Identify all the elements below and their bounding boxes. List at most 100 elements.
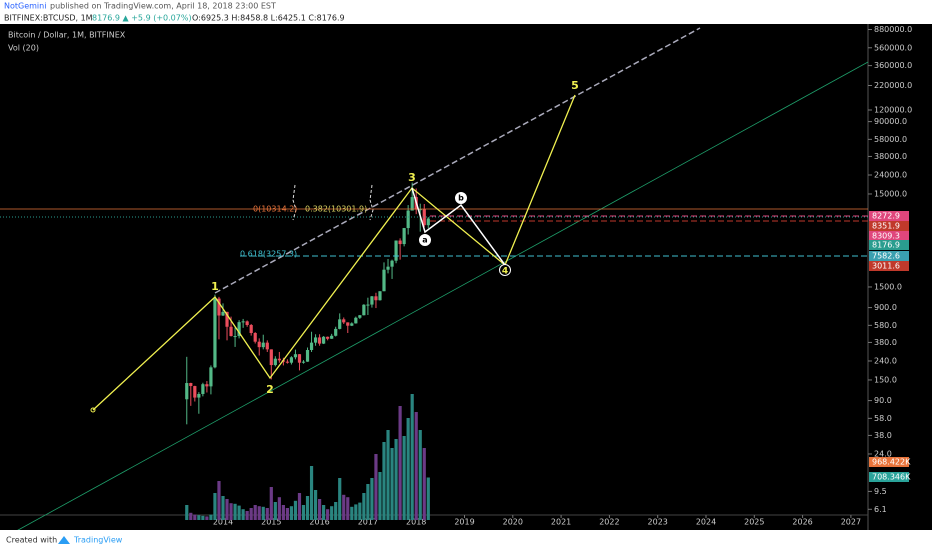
candle-body bbox=[201, 384, 205, 394]
logo bbox=[58, 536, 70, 544]
volume-bar bbox=[205, 516, 209, 520]
channel-lower bbox=[0, 61, 869, 541]
candle-body bbox=[378, 291, 382, 301]
candle-body bbox=[221, 311, 225, 316]
abc-label: b bbox=[458, 194, 464, 203]
volume-bar bbox=[398, 406, 402, 520]
y-tick-label: 90.0 bbox=[874, 396, 892, 405]
candle-body bbox=[245, 321, 249, 325]
volume-bar bbox=[233, 503, 237, 520]
volume-bar bbox=[225, 499, 229, 520]
candle-body bbox=[334, 328, 338, 336]
volume-bar bbox=[213, 493, 217, 520]
price-badge-label: 8309.3 bbox=[872, 232, 900, 241]
volume-bar bbox=[193, 514, 197, 520]
candle-body bbox=[394, 240, 398, 261]
y-tick-label: 38.0 bbox=[874, 431, 892, 440]
price-badge bbox=[869, 472, 909, 482]
volume-bar bbox=[362, 493, 366, 520]
y-tick-label: 1500.0 bbox=[874, 282, 902, 291]
volume-bar bbox=[257, 506, 261, 520]
candle-body bbox=[309, 342, 314, 350]
volume-bar bbox=[366, 484, 370, 520]
candle-body bbox=[402, 228, 406, 245]
volume-bar bbox=[342, 494, 346, 520]
candle-body bbox=[285, 361, 289, 363]
candle-body bbox=[342, 319, 346, 323]
candle-body bbox=[386, 266, 390, 270]
candle-body bbox=[229, 326, 233, 337]
volume-bar bbox=[414, 412, 418, 520]
volume-bar bbox=[249, 508, 253, 520]
volume-bar bbox=[265, 508, 269, 520]
candle-body bbox=[410, 197, 414, 211]
y-tick-label: 9.5 bbox=[874, 487, 887, 496]
volume-bar bbox=[269, 487, 273, 520]
candle-body bbox=[418, 209, 422, 211]
candle-body bbox=[297, 354, 302, 363]
volume-bar bbox=[281, 505, 285, 520]
y-tick-label: 90000.0 bbox=[874, 117, 907, 126]
price-badge bbox=[869, 231, 909, 241]
wave-label: 4 bbox=[502, 267, 508, 277]
volume-bar bbox=[326, 509, 330, 520]
candle-body bbox=[185, 383, 189, 400]
candle-body bbox=[318, 337, 322, 344]
volume-bar bbox=[289, 506, 294, 520]
published: published on TradingView.com, April 18, … bbox=[50, 2, 276, 11]
volume-bar bbox=[253, 505, 257, 520]
candle-body bbox=[193, 386, 197, 398]
candle-body bbox=[249, 324, 253, 333]
x-tick-label: 2015 bbox=[261, 518, 281, 527]
volume-bar bbox=[378, 472, 382, 520]
y-tick-label: 380.0 bbox=[874, 338, 897, 347]
candle-body bbox=[213, 298, 217, 368]
chart-bg bbox=[0, 24, 932, 530]
volume-bar bbox=[301, 505, 306, 520]
candle-body bbox=[350, 323, 354, 326]
author[interactable]: NotGemini bbox=[4, 2, 46, 11]
price-badge-label: 8272.9 bbox=[872, 212, 900, 221]
abc-label: a bbox=[422, 236, 427, 245]
y-tick-label: 150.0 bbox=[874, 375, 897, 384]
volume-bar bbox=[394, 439, 398, 520]
y-tick-label: 58000.0 bbox=[874, 135, 907, 144]
volume-bar bbox=[209, 514, 213, 520]
candle-body bbox=[197, 393, 201, 398]
y-tick-label: 560000.0 bbox=[874, 43, 912, 52]
x-tick-label: 2024 bbox=[696, 518, 716, 527]
volume-bar bbox=[201, 515, 205, 520]
price-badge bbox=[869, 240, 909, 250]
chart-title: Bitcoin / Dollar, 1M, BITFINEX bbox=[8, 31, 126, 40]
volume-bar bbox=[346, 497, 350, 520]
candle-body bbox=[189, 383, 193, 387]
candle-body bbox=[233, 336, 237, 338]
y-tick-label: 360000.0 bbox=[874, 61, 912, 70]
volume-bar bbox=[277, 497, 281, 520]
wave-circle bbox=[499, 264, 511, 276]
x-tick-label: 2026 bbox=[792, 518, 812, 527]
volume-bar bbox=[229, 503, 233, 520]
volume-bar bbox=[245, 511, 249, 520]
volume-bar bbox=[185, 505, 189, 520]
footer-brand[interactable]: TradingView bbox=[73, 536, 123, 545]
volume-bar bbox=[309, 466, 314, 520]
y-tick-label: 240.0 bbox=[874, 356, 897, 365]
footer-bg bbox=[0, 530, 932, 550]
wave-label: 5 bbox=[571, 79, 579, 92]
volume-bar bbox=[241, 509, 245, 520]
fib-label: 0.382(10301.9) bbox=[305, 205, 367, 214]
candle-body bbox=[241, 321, 245, 323]
volume-bar bbox=[374, 454, 378, 520]
volume-bar bbox=[418, 430, 422, 520]
candle-body bbox=[426, 218, 430, 226]
candle-body bbox=[382, 269, 386, 292]
candle-body bbox=[293, 354, 298, 358]
footer-text: Created with bbox=[6, 536, 57, 545]
volume-bar bbox=[354, 504, 358, 520]
volume-bar bbox=[305, 496, 310, 520]
y-tick-label: 580.0 bbox=[874, 321, 897, 330]
y-tick-label: 24000.0 bbox=[874, 170, 907, 179]
price-badge bbox=[869, 221, 909, 231]
candle-body bbox=[390, 260, 394, 267]
